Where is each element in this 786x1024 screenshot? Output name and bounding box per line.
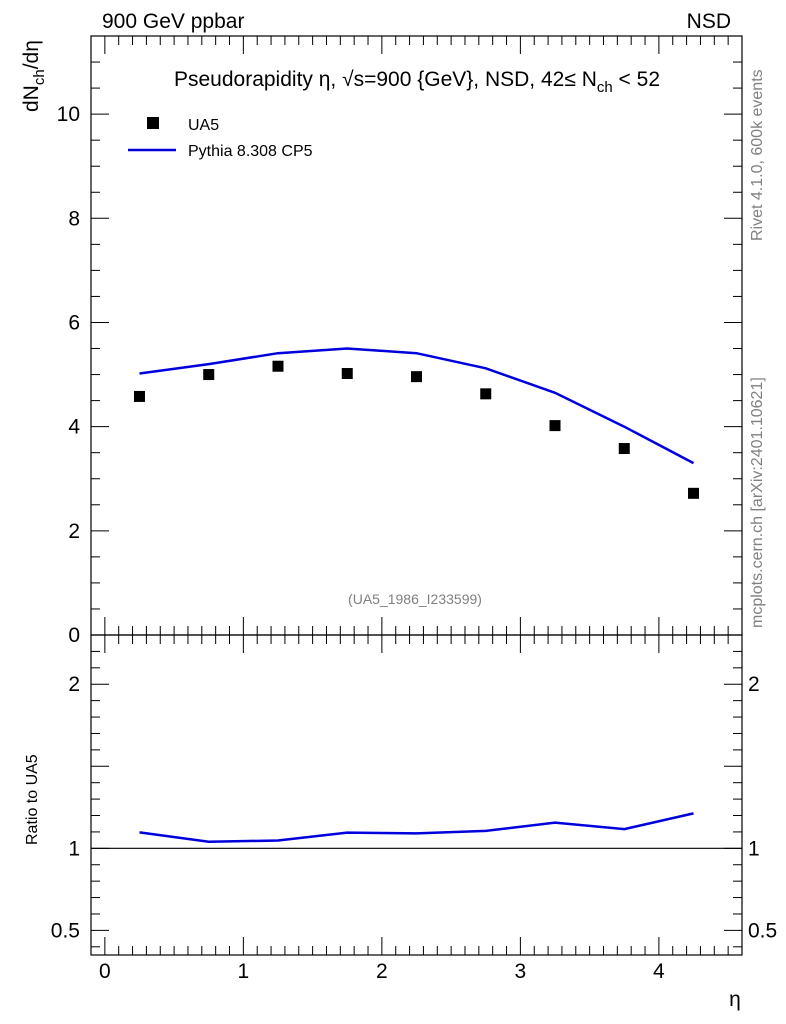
ua5-data-point [618, 443, 630, 455]
legend: UA5 Pythia 8.308 CP5 [128, 117, 313, 160]
y-tick-label: 0 [68, 624, 80, 647]
ua5-data-point [688, 487, 700, 499]
x-tick-label: 2 [376, 960, 388, 983]
legend-label-ua5: UA5 [188, 117, 219, 134]
main-panel: 0 2 4 6 8 10 Pseudorapidity η, √s=900 {GeV}, … [20, 35, 743, 647]
y-tick-label: 10 [57, 103, 80, 126]
x-tick-label: 1 [238, 960, 250, 983]
ratio-y-tick-labels: 0.5 0.5 1 1 2 2 [51, 673, 777, 942]
rivet-label: Rivet 4.1.0, 600k events [749, 69, 766, 241]
ratio-panel-ticks [91, 634, 742, 955]
x-tick-labels: 0 1 2 3 4 [99, 960, 665, 983]
x-tick-label: 4 [653, 960, 665, 983]
header-left: 900 GeV ppbar [102, 10, 244, 33]
mcplots-label: mcplots.cern.ch [arXiv:2401.10621] [749, 377, 766, 628]
ua5-data-point [549, 420, 561, 432]
y-tick-label: 6 [68, 311, 80, 334]
ua5-data-point [411, 371, 422, 383]
ratio-y-tick-label-right: 2 [748, 673, 760, 696]
ratio-y-tick-label: 1 [68, 837, 80, 860]
ratio-y-tick-label-right: 1 [748, 837, 760, 860]
ua5-data-point [341, 368, 353, 380]
pythia-ratio-line [139, 812, 694, 844]
ratio-y-tick-label-right: 0.5 [748, 919, 777, 942]
ua5-data-point [272, 360, 284, 372]
analysis-watermark: (UA5_1986_I233599) [348, 591, 482, 607]
ratio-y-tick-label: 0.5 [51, 919, 80, 942]
ua5-data-point [480, 388, 492, 400]
x-axis-label: η [729, 988, 741, 1011]
main-y-tick-labels: 0 2 4 6 8 10 [57, 103, 81, 647]
pythia-line [139, 347, 695, 465]
main-series [133, 347, 700, 499]
main-y-axis-label: dNch/dη [20, 40, 48, 112]
ua5-data-point [133, 390, 145, 402]
y-tick-label: 8 [68, 207, 80, 230]
x-tick-label: 0 [99, 960, 111, 983]
y-tick-label: 2 [68, 520, 80, 543]
legend-marker-ua5 [147, 117, 159, 129]
legend-label-pythia: Pythia 8.308 CP5 [188, 143, 313, 160]
y-tick-label: 4 [68, 416, 80, 439]
header-right: NSD [687, 10, 731, 33]
ratio-series [91, 812, 742, 849]
main-title: Pseudorapidity η, √s=900 {GeV}, NSD, 42≤… [174, 68, 660, 96]
ratio-panel-frame [90, 634, 743, 956]
ua5-data-point [203, 369, 215, 381]
ratio-panel: 0.5 0.5 1 1 2 2 0 1 2 3 4 Ratio to UA5 η [24, 634, 777, 1011]
ratio-y-axis-label: Ratio to UA5 [24, 754, 41, 845]
x-tick-label: 3 [515, 960, 527, 983]
ratio-y-tick-label: 2 [68, 673, 80, 696]
